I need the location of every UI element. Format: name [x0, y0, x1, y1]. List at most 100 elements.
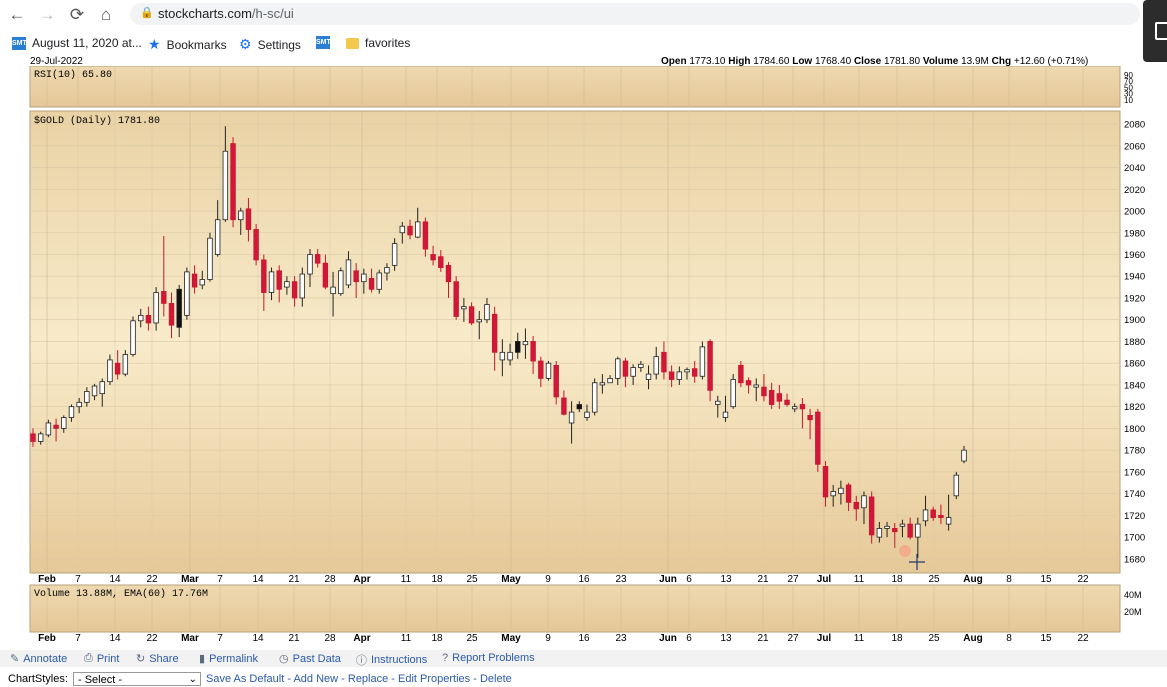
volume-tick-label: 20M	[1124, 607, 1142, 617]
candle-body	[361, 273, 367, 283]
permalink-button[interactable]: ▮ Permalink	[199, 652, 258, 666]
bookmark-label: Settings	[257, 37, 301, 52]
bookmark-item[interactable]: ★ Bookmarks	[148, 36, 227, 53]
chartstyles-select[interactable]: - Select - ⌄	[73, 672, 201, 686]
x-tick-label: 28	[324, 633, 336, 644]
x-tick-label: 9	[545, 633, 551, 644]
cursor-highlight	[899, 545, 911, 557]
candle-body	[345, 259, 352, 286]
bookmark-item[interactable]: favorites	[346, 36, 410, 50]
y-tick-label: 1740	[1124, 489, 1145, 500]
instructions-button[interactable]: ⓘ Instructions	[356, 654, 428, 667]
candle-body	[638, 363, 644, 368]
chartstyles-bar: ChartStyles: - Select - ⌄ Save As Default…	[8, 672, 512, 686]
x-tick-label: 21	[288, 633, 300, 644]
x-tick-label: Jun	[659, 633, 677, 644]
x-tick-label: Mar	[181, 574, 199, 585]
extension-button[interactable]	[1143, 0, 1167, 62]
x-tick-label: 23	[615, 633, 627, 644]
print-button[interactable]: ⎙ Print	[84, 652, 120, 665]
bookmark-item[interactable]: ⚙ Settings	[239, 36, 301, 53]
bookmark-item[interactable]: SMT	[316, 36, 331, 49]
x-tick-label: 6	[686, 633, 692, 644]
bookmark-label: August 11, 2020 at...	[32, 36, 142, 50]
info-icon: ⓘ	[356, 655, 367, 667]
x-tick-label: Feb	[38, 633, 56, 644]
candle-body	[30, 433, 36, 442]
x-tick-label: 25	[466, 574, 478, 585]
candle-body	[699, 346, 706, 377]
x-tick-label: 7	[75, 633, 81, 644]
add-new-link[interactable]: Add New	[293, 673, 339, 685]
x-tick-label: 28	[324, 574, 336, 585]
bookmark-item[interactable]: SMT August 11, 2020 at...	[12, 36, 142, 50]
x-tick-label: 18	[891, 633, 903, 644]
y-tick-label: 1860	[1124, 359, 1145, 370]
chevron-down-icon: ⌄	[188, 674, 197, 685]
candle-body	[45, 422, 52, 436]
x-tick-label: 22	[1077, 574, 1089, 585]
reload-icon[interactable]: ⟳	[69, 5, 85, 24]
edit-properties-link[interactable]: Edit Properties	[398, 673, 471, 685]
annotate-button[interactable]: ✎ Annotate	[10, 652, 68, 666]
candle-body	[676, 371, 683, 380]
x-tick-label: 16	[578, 574, 590, 585]
x-tick-label: 21	[757, 574, 769, 585]
candle-body	[591, 382, 598, 413]
forward-icon[interactable]: →	[38, 5, 56, 24]
save-as-default-link[interactable]: Save As Default	[206, 673, 285, 685]
candle-body	[792, 406, 798, 410]
back-icon[interactable]: ←	[8, 5, 26, 24]
candle-body	[307, 254, 313, 275]
candle-body	[261, 259, 267, 293]
volume-panel	[29, 584, 1121, 633]
candle-body	[761, 386, 767, 397]
address-bar[interactable]: 🔒 stockcharts.com/h-sc/ui	[130, 3, 1140, 25]
candle-body	[314, 254, 321, 264]
x-tick-label: Feb	[38, 574, 56, 585]
bookmark-label: favorites	[365, 36, 411, 50]
candle-body	[784, 399, 790, 405]
candle-body	[376, 272, 382, 290]
candle-body	[176, 288, 182, 328]
report-problems-button[interactable]: ? Report Problems	[442, 652, 535, 664]
bookmark-label: Bookmarks	[166, 37, 227, 52]
home-icon[interactable]: ⌂	[100, 5, 112, 24]
gear-icon: ⚙	[239, 36, 252, 52]
past-data-button[interactable]: ◷ Past Data	[279, 652, 341, 666]
copy-icon	[1155, 22, 1167, 40]
candle-body	[653, 356, 659, 375]
candle-body	[230, 143, 236, 221]
replace-link[interactable]: Replace	[347, 673, 389, 685]
x-tick-label: 25	[928, 633, 940, 644]
gold-chart[interactable]: 1680 1700 1720 1740 1760 1780 1800 1820 1840 1860…	[0, 66, 1167, 650]
candle-body	[953, 474, 960, 497]
x-tick-label: 11	[854, 633, 865, 644]
x-tick-label: 11	[401, 633, 412, 644]
candle-body	[114, 362, 121, 375]
delete-link[interactable]: Delete	[479, 673, 512, 685]
candle-body	[122, 354, 129, 375]
candle-body	[214, 219, 221, 255]
candle-body	[61, 417, 67, 429]
candle-body	[807, 414, 813, 421]
candle-body	[753, 384, 759, 388]
share-button[interactable]: ↻ Share	[136, 652, 179, 666]
candle-body	[253, 229, 259, 261]
candle-body	[499, 351, 506, 361]
candle-body	[599, 382, 606, 386]
candle-body	[584, 411, 590, 418]
candle-body	[899, 523, 906, 527]
candle-body	[930, 509, 936, 518]
smt-icon: SMT	[12, 36, 27, 50]
x-tick-label: 7	[217, 633, 223, 644]
x-tick-label: 27	[787, 633, 799, 644]
candle-body	[368, 278, 375, 290]
candle-body	[468, 306, 475, 324]
candle-body	[99, 381, 105, 395]
x-tick-label: 27	[787, 574, 799, 585]
candle-body	[507, 351, 513, 361]
candle-body	[815, 411, 821, 465]
candle-body	[768, 389, 775, 405]
candle-body	[353, 270, 359, 283]
